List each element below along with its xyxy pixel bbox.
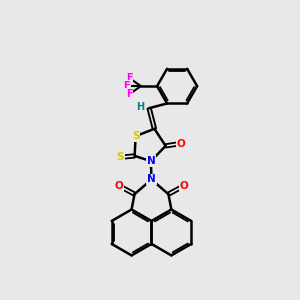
Text: H: H	[136, 102, 144, 112]
Text: S: S	[116, 152, 124, 162]
Text: O: O	[115, 181, 124, 191]
Text: F: F	[126, 89, 133, 99]
Text: N: N	[147, 174, 156, 184]
Text: N: N	[146, 156, 155, 166]
Text: S: S	[132, 131, 139, 141]
Text: F: F	[123, 81, 130, 91]
Text: O: O	[176, 139, 185, 148]
Text: F: F	[126, 73, 133, 83]
Text: O: O	[179, 181, 188, 191]
